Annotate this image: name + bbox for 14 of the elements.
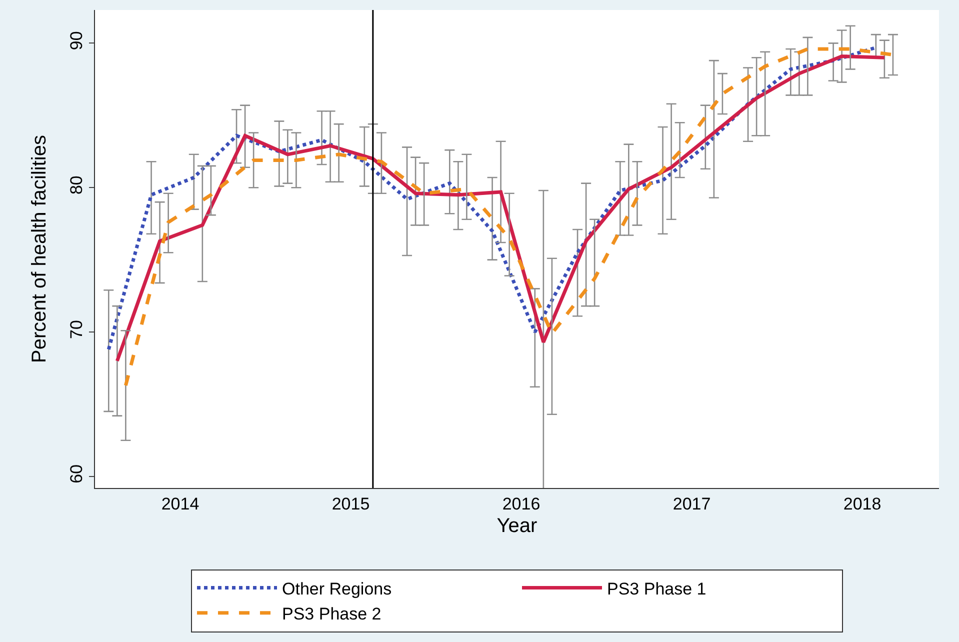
x-tick-label: 2018 xyxy=(843,494,882,514)
x-tick-label: 2015 xyxy=(332,494,370,514)
x-tick-label: 2016 xyxy=(502,494,540,514)
y-axis-title: Percent of health facilities xyxy=(28,135,51,363)
y-tick-label: 80 xyxy=(67,176,86,195)
legend-label: Other Regions xyxy=(282,579,392,598)
legend-label: PS3 Phase 1 xyxy=(607,579,706,598)
legend-label: PS3 Phase 2 xyxy=(282,604,382,624)
x-tick-label: 2014 xyxy=(161,494,200,514)
x-tick-label: 2017 xyxy=(672,494,711,514)
y-tick-label: 90 xyxy=(67,31,86,50)
y-tick-label: 70 xyxy=(67,320,86,339)
x-axis-title: Year xyxy=(496,514,538,537)
y-tick-label: 60 xyxy=(67,464,86,484)
